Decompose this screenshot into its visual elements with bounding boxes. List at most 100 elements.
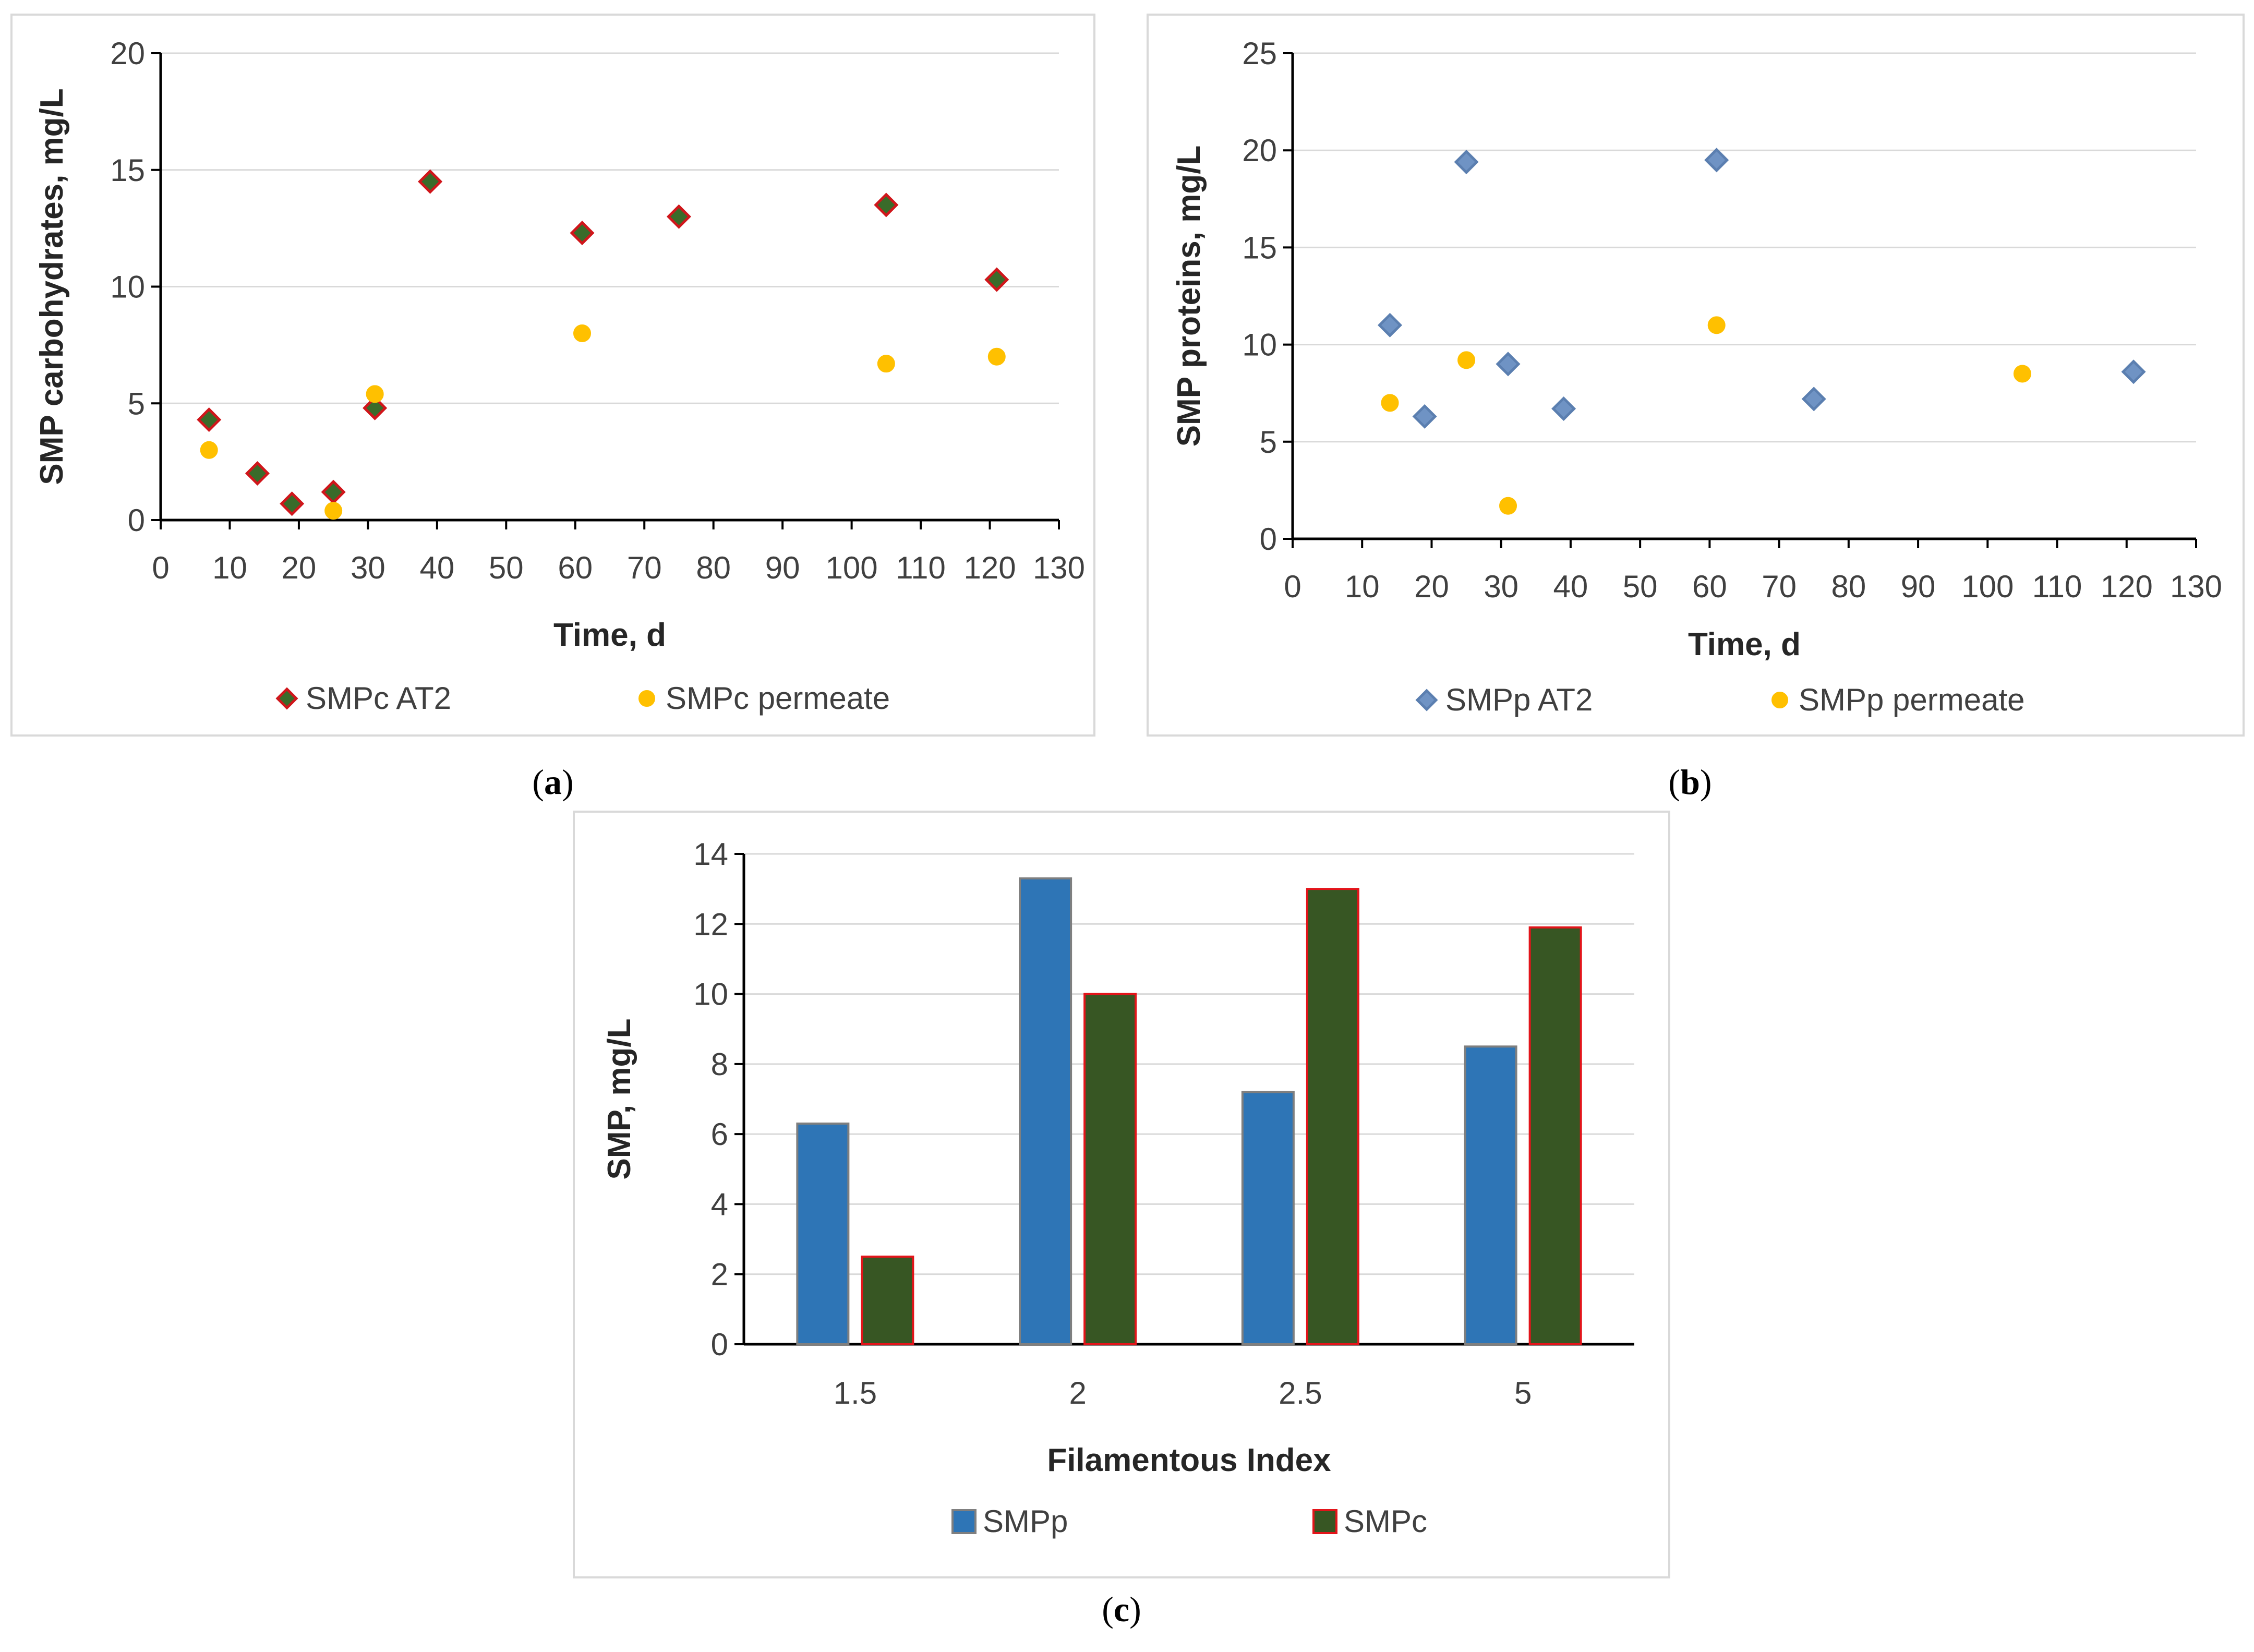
chart-b-x-tick-label: 40 [1553, 569, 1588, 604]
chart-a-series-0-point [280, 491, 305, 516]
chart-b-series-1-point [1381, 394, 1399, 412]
chart-a-ylabel: SMP carbohydrates, mg/L [34, 88, 70, 485]
chart-b-x-tick-label: 60 [1692, 569, 1727, 604]
chart-a-series-1-point [877, 355, 895, 373]
chart-b-caption: (b) [1668, 762, 1711, 802]
chart-b-y-tick-label: 10 [1242, 328, 1277, 363]
chart-a-series-1-point [987, 347, 1006, 366]
chart-a-y-tick-label: 20 [110, 36, 145, 71]
chart-c-y-tick-label: 10 [693, 977, 728, 1012]
chart-c-y-tick-label: 0 [711, 1327, 728, 1362]
chart-a-caption: (a) [532, 762, 573, 802]
caption-paren-close: ) [1129, 1589, 1141, 1629]
chart-b-series-1-point [2013, 365, 2031, 383]
chart-b-series-0-point [2121, 359, 2146, 384]
caption-letter: c [1114, 1589, 1129, 1629]
chart-c-legend-label: SMPc [1344, 1504, 1427, 1539]
chart-c-bar-smpp [1019, 877, 1072, 1345]
chart-c-y-tick-label: 2 [711, 1257, 728, 1292]
chart-b-x-tick-label: 90 [1901, 569, 1936, 604]
chart-b-x-tick-label: 10 [1345, 569, 1380, 604]
chart-b-series-0-point [1412, 404, 1437, 429]
chart-b-x-tick-label: 100 [1961, 569, 2014, 604]
caption-paren-open: ( [532, 762, 544, 802]
chart-a-x-tick-label: 130 [1033, 550, 1085, 585]
chart-b-series-1-point [1457, 351, 1476, 369]
chart-c-bar-smpp [796, 1123, 850, 1345]
chart-b-series-0-point [1801, 387, 1826, 412]
chart-a-series-0-point [984, 267, 1009, 292]
chart-a-series-0-point [197, 407, 222, 432]
chart-a-x-tick-label: 10 [212, 550, 247, 585]
chart-a-series-1-point [200, 441, 218, 459]
chart-c-y-tick-label: 14 [693, 837, 728, 872]
chart-a-series-0-point [418, 169, 443, 194]
caption-letter: b [1680, 762, 1700, 802]
chart-c-y-tick-label: 6 [711, 1117, 728, 1152]
chart-a-series-1-point [324, 502, 343, 520]
chart-b-series-0-point [1454, 150, 1479, 175]
chart-c-y-tick-label: 12 [693, 907, 728, 942]
chart-b-y-tick-label: 20 [1242, 133, 1277, 168]
chart-a-x-tick-label: 50 [489, 550, 524, 585]
chart-b-y-tick-label: 25 [1242, 36, 1277, 71]
chart-b-series-1-point [1499, 497, 1517, 515]
chart-b-y-tick-label: 5 [1260, 425, 1277, 460]
chart-c-x-tick-label: 1.5 [834, 1376, 877, 1410]
chart-b-legend-label: SMPp AT2 [1445, 682, 1593, 717]
chart-b-series-1-point [1707, 316, 1726, 334]
chart-c-ylabel: SMP, mg/L [601, 1019, 637, 1180]
chart-c-legend-label: SMPp [983, 1504, 1068, 1539]
chart-c-y-tick-label: 8 [711, 1047, 728, 1082]
chart-b-x-tick-label: 20 [1414, 569, 1449, 604]
chart-b-series-0-point [1377, 312, 1403, 337]
chart-b-x-tick-label: 0 [1284, 569, 1301, 604]
chart-a-legend-marker [275, 687, 298, 710]
chart-c-bar-smpp [1241, 1091, 1295, 1346]
chart-a-legend-marker [638, 690, 655, 707]
chart-b-x-tick-label: 110 [2032, 569, 2082, 604]
chart-a-y-tick-label: 10 [110, 270, 145, 305]
chart-a-series-0-point [874, 192, 899, 218]
chart-c-bar-smpc [861, 1256, 914, 1345]
chart-a-series-0-point [245, 461, 270, 486]
chart-b-series-0-point [1496, 352, 1521, 377]
chart-a-series-0-point [570, 221, 595, 246]
chart-a-xlabel: Time, d [553, 617, 666, 653]
chart-b-x-tick-label: 80 [1831, 569, 1866, 604]
chart-b-x-tick-label: 70 [1762, 569, 1797, 604]
chart-b-y-tick-label: 15 [1242, 230, 1277, 265]
chart-a-y-tick-label: 5 [128, 386, 145, 421]
caption-paren-close: ) [1700, 762, 1712, 802]
chart-a-y-tick-label: 0 [128, 503, 145, 538]
chart-a-series-1-point [366, 385, 384, 403]
caption-paren-open: ( [1668, 762, 1680, 802]
chart-b-x-tick-label: 50 [1623, 569, 1658, 604]
chart-b-x-tick-label: 130 [2170, 569, 2222, 604]
chart-a-x-tick-label: 120 [963, 550, 1016, 585]
chart-b-frame [1147, 14, 2245, 737]
chart-a-series-0-point [666, 204, 691, 229]
chart-b-legend-marker [1771, 692, 1788, 708]
chart-c-x-tick-label: 2.5 [1279, 1376, 1322, 1410]
chart-c-bar-smpp [1464, 1045, 1517, 1346]
chart-b-y-tick-label: 0 [1260, 522, 1277, 557]
chart-a-x-tick-label: 60 [558, 550, 593, 585]
chart-c-legend-marker [951, 1509, 977, 1534]
chart-c-legend-marker [1312, 1509, 1337, 1534]
chart-c-x-tick-label: 5 [1514, 1376, 1532, 1410]
caption-paren-close: ) [562, 762, 574, 802]
chart-a-x-tick-label: 0 [152, 550, 169, 585]
chart-b-x-tick-label: 30 [1484, 569, 1518, 604]
chart-a-legend-label: SMPc AT2 [306, 681, 451, 716]
chart-c-bar-smpc [1306, 888, 1359, 1345]
chart-b-xlabel: Time, d [1688, 626, 1801, 662]
chart-c-bar-smpc [1083, 993, 1137, 1345]
chart-a-x-tick-label: 20 [282, 550, 317, 585]
chart-a-frame [10, 14, 1095, 737]
chart-c-caption: (c) [1102, 1589, 1141, 1629]
chart-a-series-1-point [573, 324, 592, 342]
chart-a-x-tick-label: 30 [351, 550, 385, 585]
chart-b-series-0-point [1551, 396, 1576, 421]
chart-a-x-tick-label: 80 [696, 550, 731, 585]
